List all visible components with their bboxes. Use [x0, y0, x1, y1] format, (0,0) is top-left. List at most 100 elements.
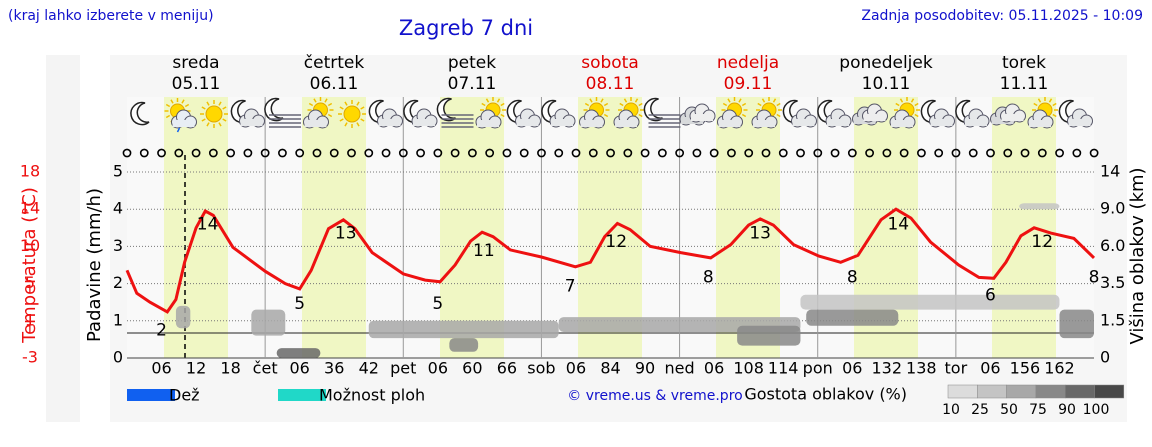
wind-marker — [934, 148, 944, 158]
weather-icon — [751, 97, 782, 129]
wind-marker — [450, 148, 460, 158]
wind-marker — [226, 148, 236, 158]
y-tick-label: 3 — [113, 236, 123, 255]
sun-ray — [344, 122, 348, 127]
sun-ray — [327, 102, 333, 107]
weather-icon — [782, 99, 817, 128]
cloud-base — [930, 119, 953, 126]
weather-icon — [920, 99, 955, 128]
weather-icon — [200, 100, 228, 128]
temp-label: 2 — [156, 321, 167, 341]
sun-ray — [218, 101, 222, 106]
x-tick-label: 36 — [324, 359, 344, 378]
x-tick-label: 162 — [1044, 359, 1075, 378]
sun-ray — [201, 106, 206, 110]
sun-ray — [1033, 102, 1038, 107]
y2-tick-label: 9.0 — [1100, 199, 1125, 218]
temp-tick-label: 1 — [25, 310, 35, 329]
weather-icon — [130, 101, 150, 126]
day-name: torek — [1002, 53, 1046, 73]
x-tick-label: 42 — [359, 359, 379, 378]
wind-marker — [727, 148, 736, 158]
x-tick-label: 06 — [980, 359, 1000, 378]
temp-tick-label: 18 — [20, 162, 40, 181]
sun-ray — [899, 98, 904, 103]
temp-axis-label: Temperatura (°C) — [19, 187, 40, 344]
weather-icon — [403, 99, 438, 128]
y2-tick-label: 1.5 — [1100, 310, 1125, 329]
wind-marker — [830, 148, 840, 158]
y-tick-label: 1 — [113, 310, 123, 329]
x-tick-label: sob — [527, 359, 555, 378]
sun-ray — [910, 98, 915, 103]
wind-marker — [1020, 148, 1030, 158]
daylight-band — [440, 97, 504, 358]
cloud-scale-label: 90 — [1058, 402, 1076, 418]
y-tick-label: 5 — [113, 162, 123, 181]
y2-tick-label: 0 — [1100, 348, 1110, 367]
sun-ray — [776, 113, 781, 118]
cloud-scale-swatch — [1035, 384, 1066, 399]
x-tick-label: 06 — [566, 359, 586, 378]
day-date: 07.11 — [448, 74, 497, 94]
sun-ray — [356, 101, 360, 106]
x-tick-label: 90 — [635, 359, 655, 378]
temp-tick-label: -3 — [22, 348, 38, 367]
x-tick-label: 06 — [428, 359, 448, 378]
cloud-scale-swatch — [947, 384, 978, 399]
wind-marker — [364, 148, 374, 158]
weather-icon — [990, 103, 1026, 126]
cloud-base — [477, 120, 499, 127]
x-tick-label: 06 — [289, 359, 309, 378]
cloud-base — [1001, 114, 1024, 121]
x-tick-label: tor — [945, 359, 968, 378]
cloud-base — [615, 120, 637, 127]
day-name: sobota — [581, 53, 639, 73]
wind-marker — [260, 148, 270, 158]
x-tick-label: 156 — [1010, 359, 1041, 378]
cloud-layer — [1059, 309, 1094, 339]
sun-ray — [201, 118, 206, 122]
wind-marker — [623, 148, 633, 158]
sun-ray — [600, 98, 604, 103]
wind-marker — [899, 148, 909, 158]
sun-ray — [485, 98, 490, 103]
wind-marker — [692, 148, 702, 158]
temp-label: 11 — [473, 241, 495, 261]
x-tick-label: 132 — [872, 359, 903, 378]
weather-icon — [817, 99, 852, 128]
menu-note: (kraj lahko izberete v meniju) — [8, 8, 214, 24]
cloud-scale-label: 75 — [1029, 402, 1047, 418]
sun-ray — [634, 98, 639, 103]
wind-marker — [847, 148, 857, 158]
y2-tick-label: 3.5 — [1100, 273, 1125, 292]
sun-ray — [165, 103, 171, 108]
left-strip — [46, 55, 80, 422]
weather-icon — [1058, 99, 1093, 128]
sun — [205, 105, 223, 123]
day-date: 11.11 — [1000, 74, 1049, 94]
y2-tick-label: 14 — [1100, 162, 1120, 181]
x-tick-label: 12 — [186, 359, 206, 378]
cloud-scale-label: 10 — [942, 402, 960, 418]
daylight-band — [578, 97, 642, 358]
sun-ray — [308, 102, 314, 107]
sun-ray — [619, 102, 624, 107]
wind-marker — [381, 148, 391, 158]
wind-marker — [329, 148, 339, 158]
cloud-scale-label: 50 — [1000, 402, 1018, 418]
sun-ray — [1052, 102, 1057, 107]
wind-marker — [709, 148, 719, 158]
sun-ray — [206, 101, 210, 106]
sun-ray — [327, 113, 333, 118]
daylight-band — [992, 97, 1056, 358]
temp-label: 13 — [749, 223, 771, 243]
x-tick-label: čet — [253, 359, 278, 378]
cloud-scale-swatch — [1064, 384, 1095, 399]
sun-ray — [638, 102, 643, 107]
cloud-base — [718, 120, 741, 127]
weather-icon — [579, 97, 610, 129]
weather-icon — [541, 99, 576, 128]
cloud-layer — [806, 309, 899, 326]
cloud-base — [304, 120, 327, 127]
